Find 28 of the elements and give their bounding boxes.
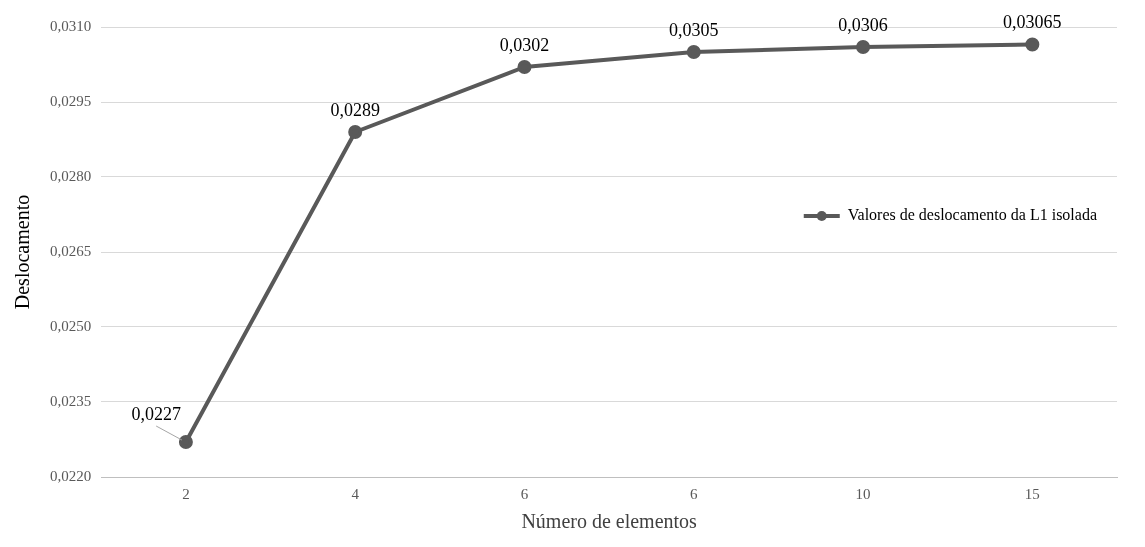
data-label: 0,0289 — [330, 99, 380, 120]
data-label: 0,03065 — [1003, 12, 1062, 33]
x-tick-label: 4 — [351, 485, 360, 502]
x-tick-label: 10 — [855, 485, 871, 502]
point — [856, 40, 871, 54]
data-label: 0,0302 — [499, 34, 550, 55]
x-tick-label: 2 — [182, 485, 190, 502]
point — [686, 45, 701, 59]
legend-label: Valores de deslocamento da L1 isolada — [847, 206, 1097, 224]
data-label: 0,0305 — [669, 19, 719, 40]
y-tick-label: 0,0295 — [50, 92, 92, 109]
y-tick-label: 0,0265 — [50, 242, 92, 259]
data-label: 0,0227 — [131, 403, 181, 424]
x-axis-title: Número de elementos — [521, 510, 698, 533]
y-tick-label: 0,0310 — [50, 17, 92, 34]
y-tick-label: 0,0220 — [50, 467, 92, 484]
point — [178, 435, 193, 449]
point — [348, 125, 363, 139]
point — [1025, 37, 1040, 52]
y-tick-label: 0,0235 — [50, 392, 92, 409]
data-label: 0,0306 — [838, 14, 888, 35]
y-tick-label: 0,0280 — [50, 167, 92, 184]
x-tick-label: 15 — [1024, 485, 1040, 502]
x-tick-label: 6 — [690, 485, 699, 502]
point — [517, 60, 532, 74]
y-tick-label: 0,0250 — [50, 317, 92, 334]
y-axis-title: Deslocamento — [11, 194, 34, 310]
x-tick-label: 6 — [520, 485, 529, 502]
